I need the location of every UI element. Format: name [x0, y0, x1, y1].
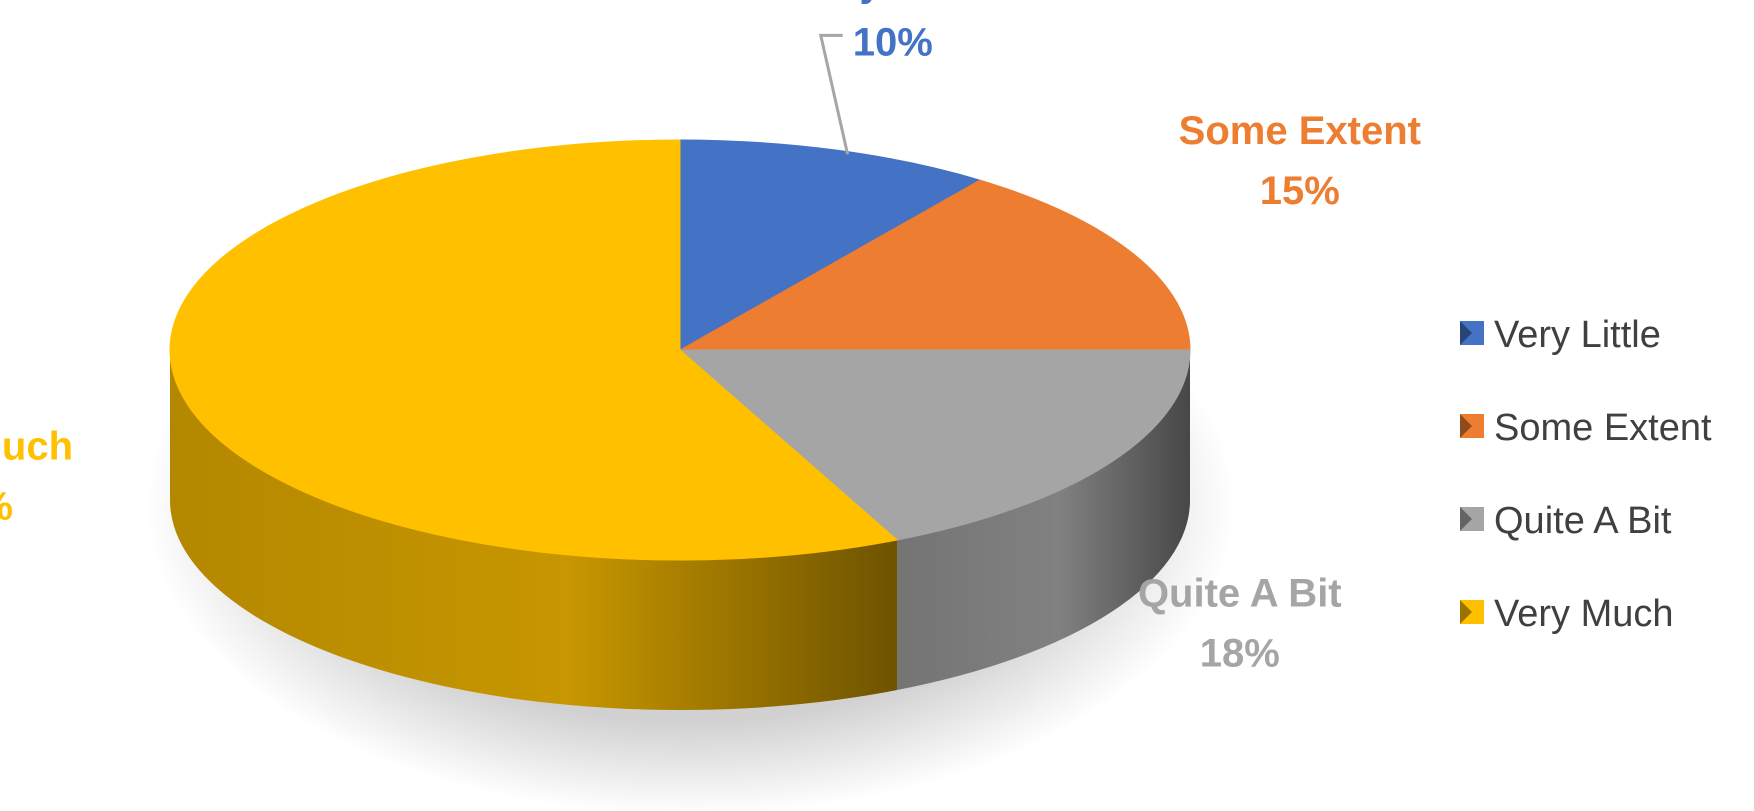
slice-some-extent: [678, 179, 1191, 351]
slice-quite-a-bit: [678, 349, 1191, 541]
legend-swatch-bevel-very-little: [1460, 321, 1472, 345]
data-label-percent-very-little: 10%: [853, 20, 933, 64]
slice-side-shading-very-much: [170, 350, 898, 710]
pie-labels: Very Little 10% Some Extent 15% Quite A Bit 1…: [0, 0, 1421, 675]
legend-swatch-bevel-quite-a-bit: [1460, 507, 1472, 531]
pie-sides: [170, 350, 1190, 710]
data-label-percent-very-much: 57%: [0, 485, 13, 529]
legend-label-very-little: Very Little: [1494, 314, 1661, 356]
legend-swatch-bevel-very-much: [1460, 600, 1472, 624]
data-label-category-some-extent: Some Extent: [1179, 109, 1421, 153]
data-label-category-quite-a-bit: Quite A Bit: [1138, 571, 1342, 615]
legend-label-some-extent: Some Extent: [1494, 407, 1712, 449]
slice-very-little: [679, 139, 982, 351]
data-label-percent-some-extent: 15%: [1260, 169, 1340, 213]
leader-line-very-little: [818, 33, 850, 155]
legend: Very Little Some Extent Quite A Bit Very Mu…: [1460, 314, 1712, 635]
legend-label-very-much: Very Much: [1494, 593, 1674, 635]
slice-side-shading-quite-a-bit: [897, 350, 1190, 691]
pie-tops: [169, 139, 1191, 561]
data-label-category-very-much: Very Much: [0, 425, 73, 469]
legend-label-quite-a-bit: Quite A Bit: [1494, 500, 1672, 542]
slice-very-much: [169, 139, 899, 561]
legend-swatch-bevel-some-extent: [1460, 414, 1472, 438]
data-label-category-very-little: Very Little: [797, 0, 988, 4]
data-label-percent-quite-a-bit: 18%: [1200, 631, 1280, 675]
